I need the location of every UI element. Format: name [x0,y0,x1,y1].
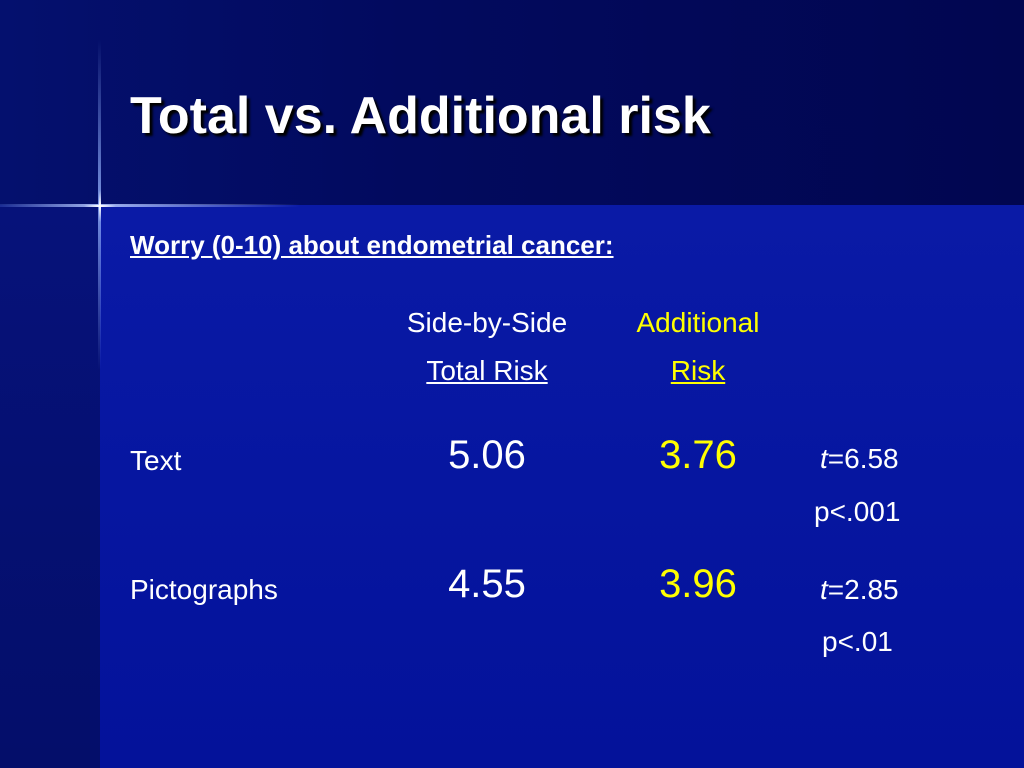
col-total-header-line1: Side-by-Side [406,307,568,338]
col-total-header-line2: Total Risk [426,355,548,386]
row-pictographs-total: 4.55 [448,562,526,606]
row-text-p-value: p<.001 [814,496,901,527]
t-symbol: t [820,574,828,605]
left-margin-band [0,205,100,768]
row-pictographs-additional: 3.96 [659,562,737,606]
row-pictographs-p-value: p<.01 [822,626,893,657]
row-pictographs-t-stat: t=2.85 [820,574,899,606]
t-symbol: t [820,443,828,474]
row-text-t-stat: t=6.58 [820,443,899,475]
row-label-text: Text [130,445,182,476]
t-value: =6.58 [827,443,899,474]
sparkle-icon [84,190,116,222]
row-text-additional: 3.76 [659,433,737,477]
col-additional-header-line1: Additional [636,307,760,338]
content-background [0,205,1024,768]
header-band [0,0,1024,205]
decorative-horizontal-line [0,204,300,207]
row-label-pictographs: Pictographs [130,574,278,605]
t-value: =2.85 [827,574,899,605]
col-additional-header-line2: Risk [670,355,726,386]
slide-subtitle: Worry (0-10) about endometrial cancer: [130,230,614,260]
row-text-total: 5.06 [448,433,526,477]
slide-title: Total vs. Additional risk [130,87,711,145]
